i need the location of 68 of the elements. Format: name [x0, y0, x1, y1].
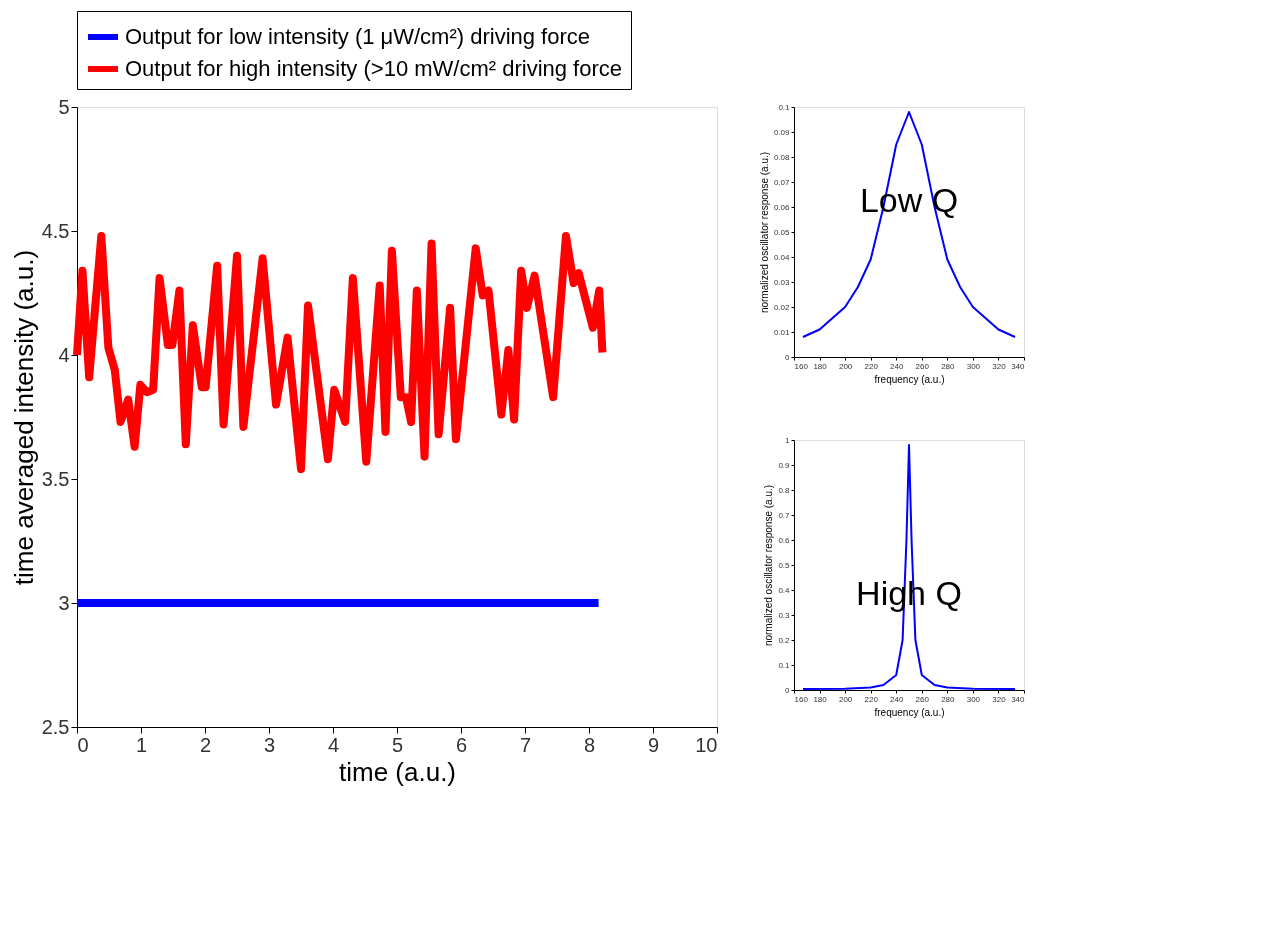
- x-tick-label: 0: [77, 733, 89, 756]
- y-tick-label: 0.8: [778, 485, 791, 495]
- y-tick-label: 0.4: [778, 585, 791, 595]
- y-tick-label: 0.05: [773, 227, 791, 237]
- y-tick-label: 0.08: [773, 152, 791, 162]
- x-tick-label: 300: [966, 361, 981, 371]
- y-axis-title: time averaged intensity (a.u.): [8, 249, 39, 586]
- x-tick-label: 320: [992, 694, 1007, 704]
- x-tick-label: 180: [813, 694, 828, 704]
- y-tick-label: 0: [785, 352, 791, 362]
- y-tick-label: 0.7: [778, 510, 791, 520]
- legend-label: Output for low intensity (1 μW/cm²) driving force: [125, 24, 591, 49]
- y-tick-label: 0.1: [778, 660, 791, 670]
- x-tick-label: 240: [890, 694, 904, 704]
- x-tick-label: 220: [864, 694, 879, 704]
- y-tick-label: 0.07: [773, 177, 791, 187]
- x-tick-label: 3: [263, 733, 276, 756]
- legend-label: Output for high intensity (>10 mW/cm² driving force: [125, 56, 623, 81]
- x-tick-label: 2: [199, 733, 212, 756]
- x-tick-label: 220: [864, 361, 879, 371]
- x-tick-label: 1: [135, 733, 148, 756]
- x-tick-label: 10: [695, 733, 718, 756]
- y-tick-label: 0.02: [773, 302, 791, 312]
- line-series: [801, 444, 1017, 690]
- y-tick-label: 4.5: [41, 219, 70, 242]
- x-tick-label: 160: [794, 361, 809, 371]
- x-axis-title: frequency (a.u.): [874, 373, 945, 385]
- x-tick-label: 340: [1011, 361, 1026, 371]
- y-tick-label: 0: [785, 685, 791, 695]
- y-tick-label: 0.1: [778, 102, 791, 112]
- x-tick-label: 280: [941, 694, 956, 704]
- x-tick-label: 8: [583, 733, 596, 756]
- y-tick-label: 3.5: [41, 467, 70, 490]
- y-tick-label: 0.03: [773, 277, 791, 287]
- x-tick-label: 180: [813, 361, 828, 371]
- y-tick-label: 0.9: [778, 460, 791, 470]
- x-tick-label: 4: [327, 733, 340, 756]
- x-axis-title: frequency (a.u.): [874, 706, 945, 718]
- y-tick-label: 0.6: [778, 535, 791, 545]
- y-tick-label: 0.2: [778, 635, 791, 645]
- y-tick-label: 3: [58, 591, 70, 614]
- x-tick-label: 280: [941, 361, 956, 371]
- x-tick-label: 340: [1011, 694, 1026, 704]
- line-series: [801, 111, 1017, 338]
- y-tick-label: 0.04: [773, 252, 791, 262]
- x-tick-label: 240: [890, 361, 904, 371]
- x-tick-label: 320: [992, 361, 1007, 371]
- x-tick-label: 260: [915, 361, 930, 371]
- y-tick-label: 0.06: [773, 202, 791, 212]
- y-tick-label: 2.5: [41, 715, 70, 738]
- y-tick-label: 0.3: [778, 610, 791, 620]
- x-tick-label: 6: [455, 733, 468, 756]
- x-tick-label: 200: [838, 361, 853, 371]
- x-tick-label: 5: [391, 733, 404, 756]
- y-tick-label: 1: [785, 435, 791, 445]
- x-tick-label: 9: [647, 733, 660, 756]
- x-tick-label: 160: [794, 694, 809, 704]
- y-tick-label: 0.5: [778, 560, 791, 570]
- x-tick-label: 200: [838, 694, 853, 704]
- x-tick-label: 260: [915, 694, 930, 704]
- x-axis-title: time (a.u.): [338, 756, 457, 787]
- y-tick-label: 5: [58, 95, 70, 118]
- y-axis-title: normalized oscillator response (a.u.): [758, 151, 770, 314]
- y-axis-title: normalized oscillator response (a.u.): [763, 484, 775, 647]
- y-tick-label: 0.01: [773, 327, 791, 337]
- y-tick-label: 0.09: [773, 127, 791, 137]
- x-tick-label: 7: [519, 733, 532, 756]
- x-tick-label: 300: [966, 694, 981, 704]
